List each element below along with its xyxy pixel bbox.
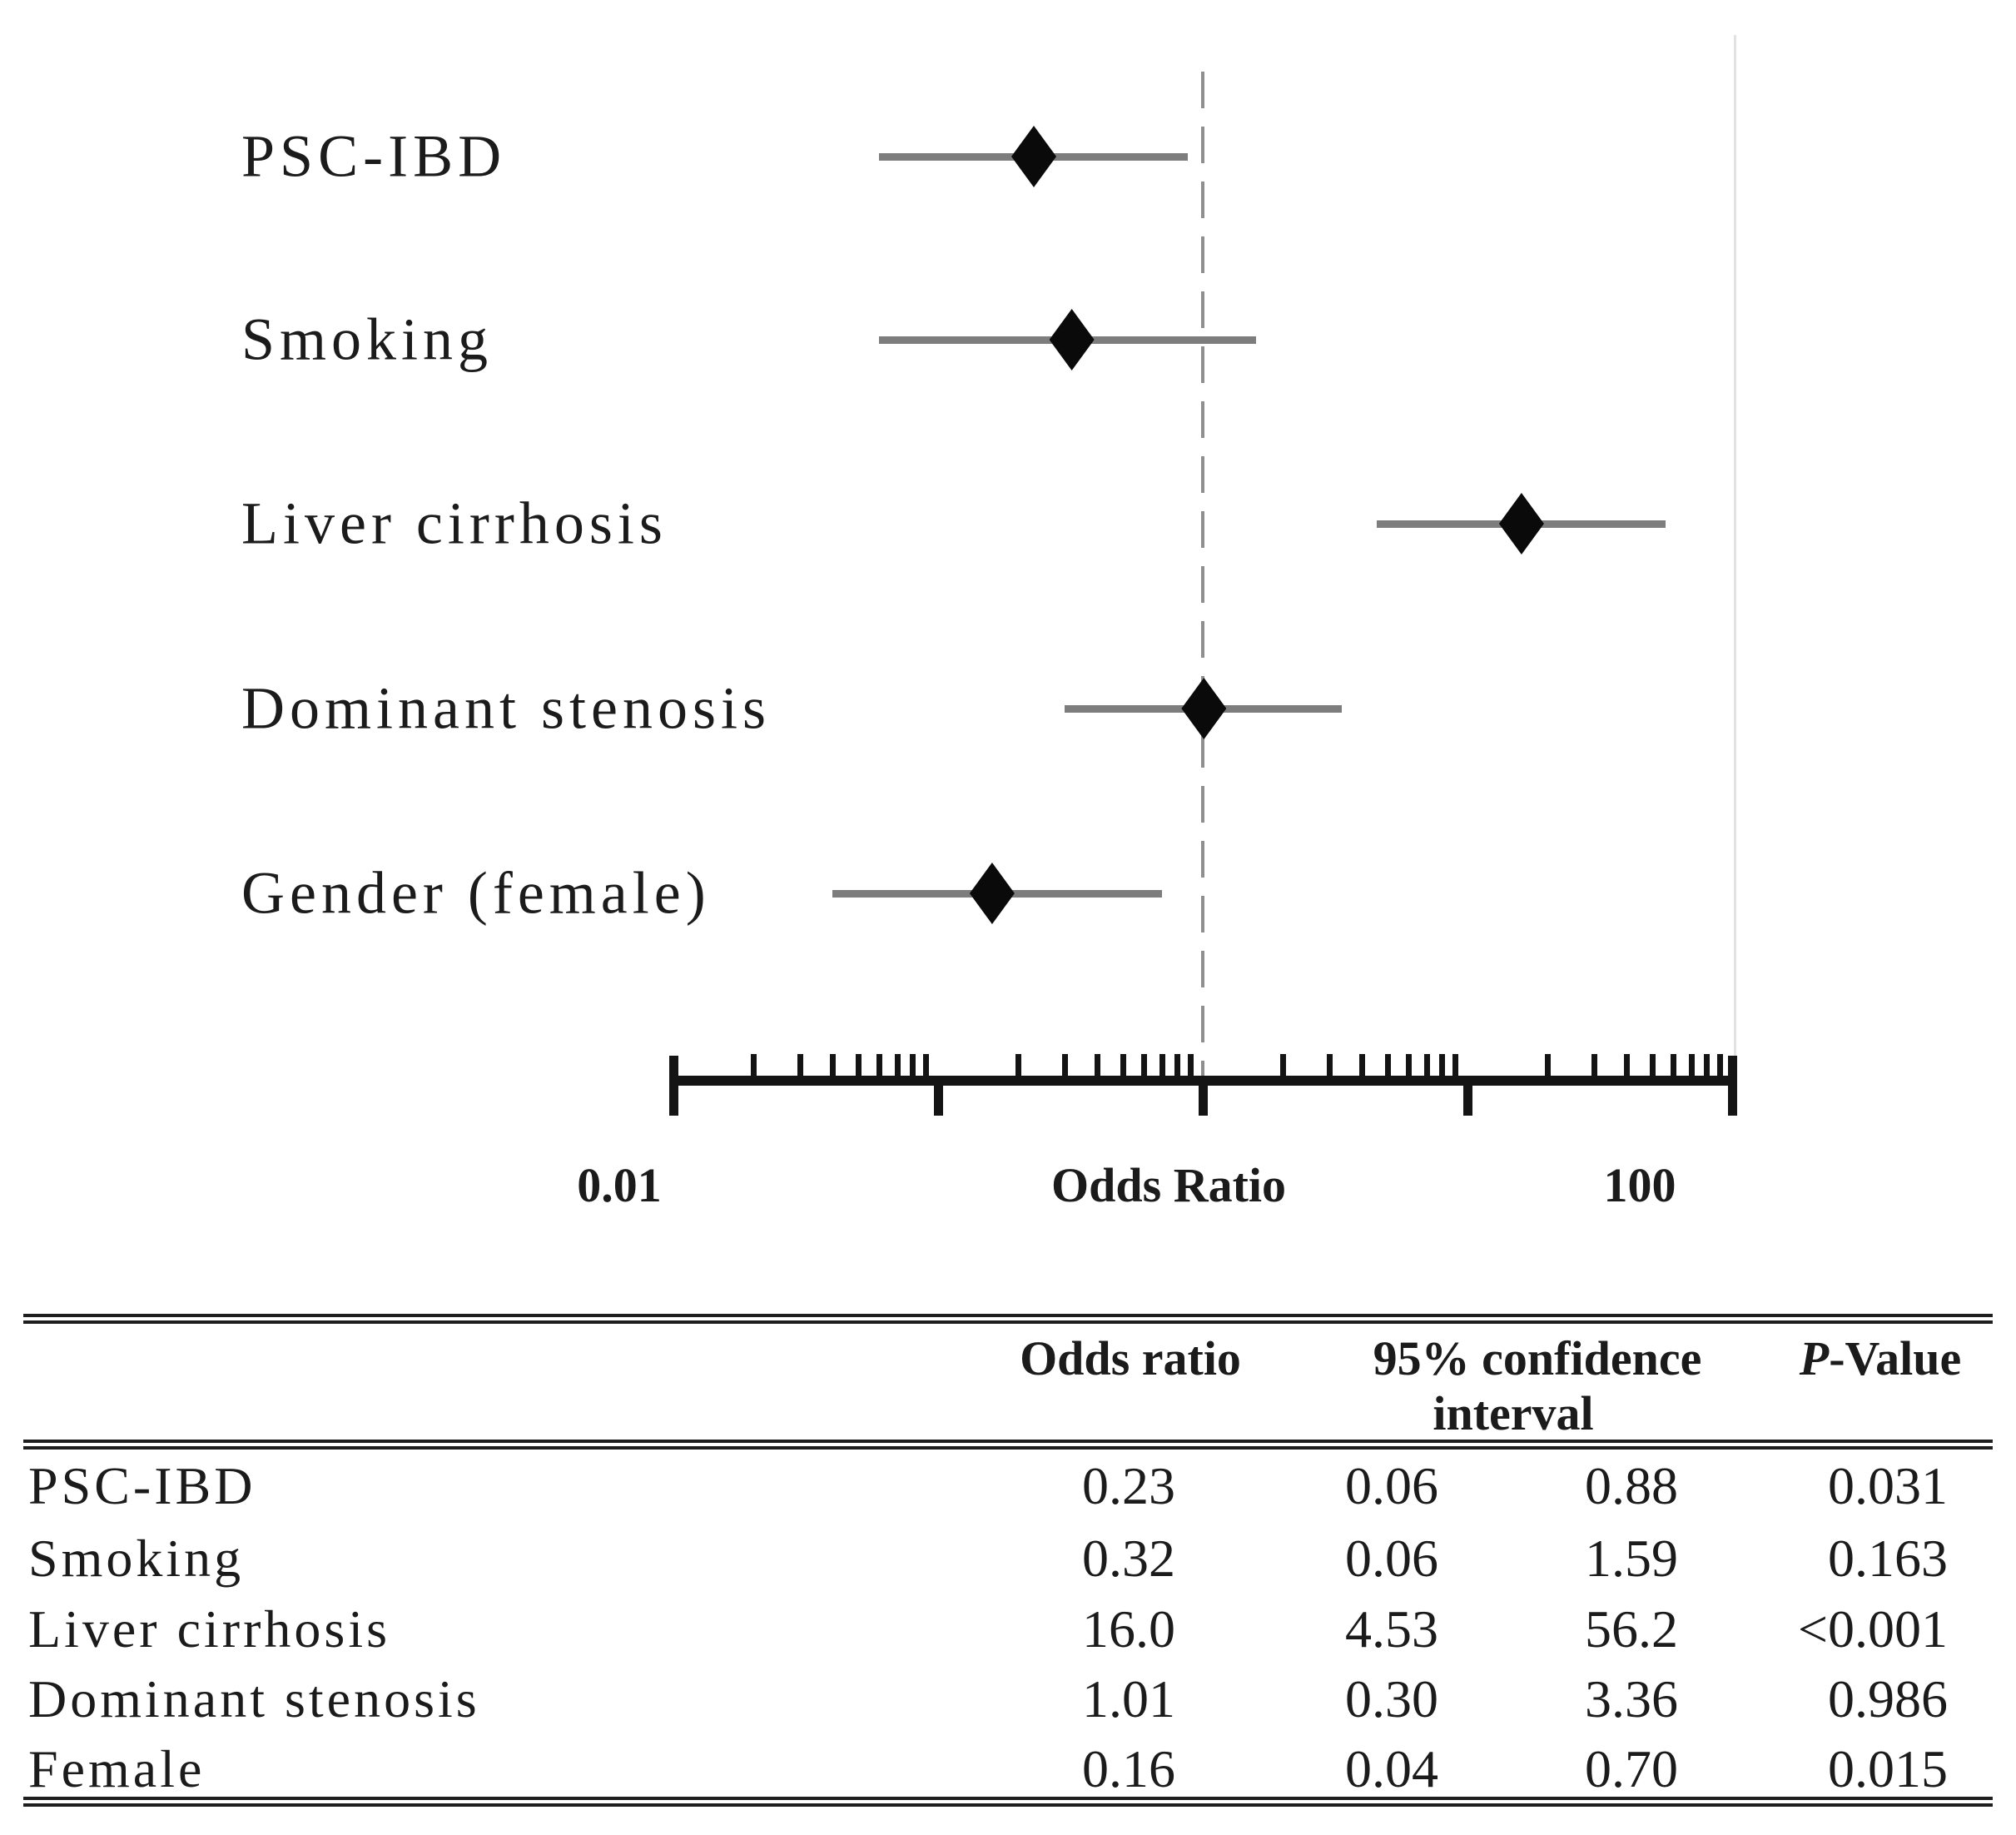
axis-minor-tick: [1406, 1054, 1413, 1079]
gridline-100: [1734, 35, 1736, 1076]
axis-end-tick: [1728, 1056, 1737, 1116]
table-cell-ci-low: 0.04: [1345, 1739, 1438, 1798]
or-diamond: [1011, 126, 1057, 187]
row-label-psc-ibd: PSC-IBD: [241, 122, 507, 190]
table-cell-ci-low: 4.53: [1345, 1599, 1438, 1658]
or-diamond: [1181, 678, 1227, 739]
table-cell-p: 0.031: [1828, 1456, 1948, 1515]
row-label-dominant-stenosis: Dominant stenosis: [241, 674, 771, 742]
table-cell-p: <0.001: [1797, 1599, 1948, 1658]
axis-minor-tick: [1141, 1054, 1148, 1079]
axis-minor-tick: [1188, 1054, 1194, 1079]
axis-minor-tick: [1359, 1054, 1366, 1079]
row-label-gender-female: Gender (female): [241, 859, 711, 927]
table-cell-ci-low: 0.30: [1345, 1669, 1438, 1728]
table-cell-or: 0.23: [1082, 1456, 1175, 1515]
axis-minor-tick: [923, 1054, 930, 1079]
axis-minor-tick: [1174, 1054, 1181, 1079]
axis-minor-tick: [797, 1054, 803, 1079]
axis-minor-tick: [1439, 1054, 1446, 1079]
or-diamond: [969, 863, 1015, 924]
axis-minor-tick: [830, 1054, 837, 1079]
table-cell-ci-high: 0.88: [1585, 1456, 1678, 1515]
axis-minor-tick: [1704, 1054, 1711, 1079]
axis-minor-tick: [1591, 1054, 1597, 1079]
x-axis-tick-label-max: 100: [1603, 1158, 1676, 1212]
axis-minor-tick: [894, 1054, 901, 1079]
axis-minor-tick: [1095, 1054, 1101, 1079]
table-rule-top: [23, 1314, 1993, 1324]
table-cell-or: 1.01: [1082, 1669, 1175, 1728]
axis-end-tick: [669, 1056, 678, 1116]
axis-minor-tick: [1544, 1054, 1551, 1079]
or-diamond: [1049, 309, 1095, 370]
axis-minor-tick: [1688, 1054, 1695, 1079]
header-confidence-interval-line2: interval: [1433, 1386, 1594, 1440]
row-label-liver-cirrhosis: Liver cirrhosis: [241, 490, 668, 557]
table-cell-or: 0.32: [1082, 1529, 1175, 1588]
axis-minor-tick: [1385, 1054, 1392, 1079]
table-cell-p: 0.015: [1828, 1739, 1948, 1798]
header-confidence-interval-line1: 95% confidence: [1373, 1331, 1702, 1385]
table-cell-ci-high: 56.2: [1585, 1599, 1678, 1658]
axis-minor-tick: [1015, 1054, 1021, 1079]
table-cell-ci-high: 1.59: [1585, 1529, 1678, 1588]
axis-minor-tick: [1671, 1054, 1677, 1079]
axis-minor-tick: [1120, 1054, 1127, 1079]
table-cell-ci-high: 3.36: [1585, 1669, 1678, 1728]
or-diamond: [1498, 493, 1544, 554]
table-cell-ci-low: 0.06: [1345, 1456, 1438, 1515]
table-row-label: PSC-IBD: [28, 1456, 256, 1515]
table-cell-ci-high: 0.70: [1585, 1739, 1678, 1798]
reference-line-or-1: [1201, 72, 1204, 1076]
axis-minor-tick: [876, 1054, 883, 1079]
table-row-label: Female: [28, 1739, 206, 1798]
axis-major-tick: [934, 1076, 943, 1116]
forest-plot: PSC-IBD Smoking Liver cirrhosis Dominant…: [241, 35, 1737, 1212]
row-label-smoking: Smoking: [241, 306, 494, 373]
axis-minor-tick: [1452, 1054, 1459, 1079]
axis-minor-tick: [750, 1054, 757, 1079]
table-cell-or: 16.0: [1082, 1599, 1175, 1658]
axis-minor-tick: [1061, 1054, 1068, 1079]
x-axis-tick-label-min: 0.01: [577, 1158, 662, 1212]
header-odds-ratio: Odds ratio: [1020, 1331, 1241, 1385]
axis-minor-tick: [1326, 1054, 1333, 1079]
table-cell-ci-low: 0.06: [1345, 1529, 1438, 1588]
table-rule-mid: [23, 1440, 1993, 1450]
table-row-label: Liver cirrhosis: [28, 1599, 390, 1658]
axis-minor-tick: [1650, 1054, 1656, 1079]
axis-minor-tick: [1279, 1054, 1286, 1079]
axis-major-tick: [1463, 1076, 1472, 1116]
axis-minor-tick: [1423, 1054, 1430, 1079]
table-cell-p: 0.986: [1828, 1669, 1948, 1728]
table-row-label: Smoking: [28, 1529, 245, 1588]
axis-minor-tick: [1624, 1054, 1631, 1079]
x-axis-title: Odds Ratio: [1050, 1158, 1287, 1212]
axis-minor-tick: [1159, 1054, 1165, 1079]
table-row-label: Dominant stenosis: [28, 1669, 480, 1728]
table-rule-bottom: [23, 1797, 1993, 1807]
axis-minor-tick: [1717, 1054, 1724, 1079]
axis-major-tick: [1199, 1076, 1208, 1116]
table-cell-p: 0.163: [1828, 1529, 1948, 1588]
axis-minor-tick: [856, 1054, 862, 1079]
axis-minor-tick: [910, 1054, 916, 1079]
header-p-value: P-Value: [1799, 1331, 1962, 1385]
results-table: Odds ratio 95% confidence interval P-Val…: [0, 1299, 2016, 1835]
table-cell-or: 0.16: [1082, 1739, 1175, 1798]
